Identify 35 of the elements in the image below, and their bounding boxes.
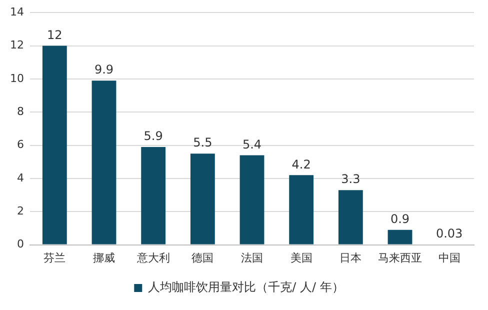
x-tick-label: 日本 [340,251,362,264]
x-tick-label: 中国 [438,251,460,264]
x-tick-label: 挪威 [93,251,115,264]
bar [289,175,314,244]
bar [240,155,264,244]
bar [190,154,215,244]
y-tick-label: 12 [10,38,24,52]
y-tick-label: 2 [16,204,24,218]
x-tick-label: 法国 [241,251,263,264]
x-tick-label: 芬兰 [44,251,66,264]
bar [92,80,116,244]
data-label: 4.2 [292,157,311,172]
data-label: 3.3 [341,172,360,186]
bar [388,230,412,244]
y-tick-label: 6 [16,138,24,152]
data-label: 5.5 [193,136,212,150]
bar [42,46,67,244]
x-tick-label: 马来西亚 [378,251,422,264]
data-label: 0.9 [390,212,410,226]
data-label: 5.9 [144,129,163,144]
data-label: 9.9 [94,62,114,77]
bar [338,190,363,244]
x-tick-label: 意大利 [136,251,170,264]
y-tick-label: 14 [10,5,24,18]
y-tick-label: 0 [16,238,24,251]
x-tick-label: 美国 [290,251,312,264]
y-tick-label: 4 [16,171,24,184]
x-tick-label: 德国 [192,251,214,264]
data-label: 0.03 [436,226,463,240]
y-tick-label: 8 [16,104,24,118]
data-label: 5.4 [242,137,262,152]
legend-label: 人均咖啡饮用量对比（千克/ 人/ 年） [148,280,344,294]
data-label: 12 [47,28,62,42]
bar [141,146,166,244]
y-tick-label: 10 [10,72,24,85]
